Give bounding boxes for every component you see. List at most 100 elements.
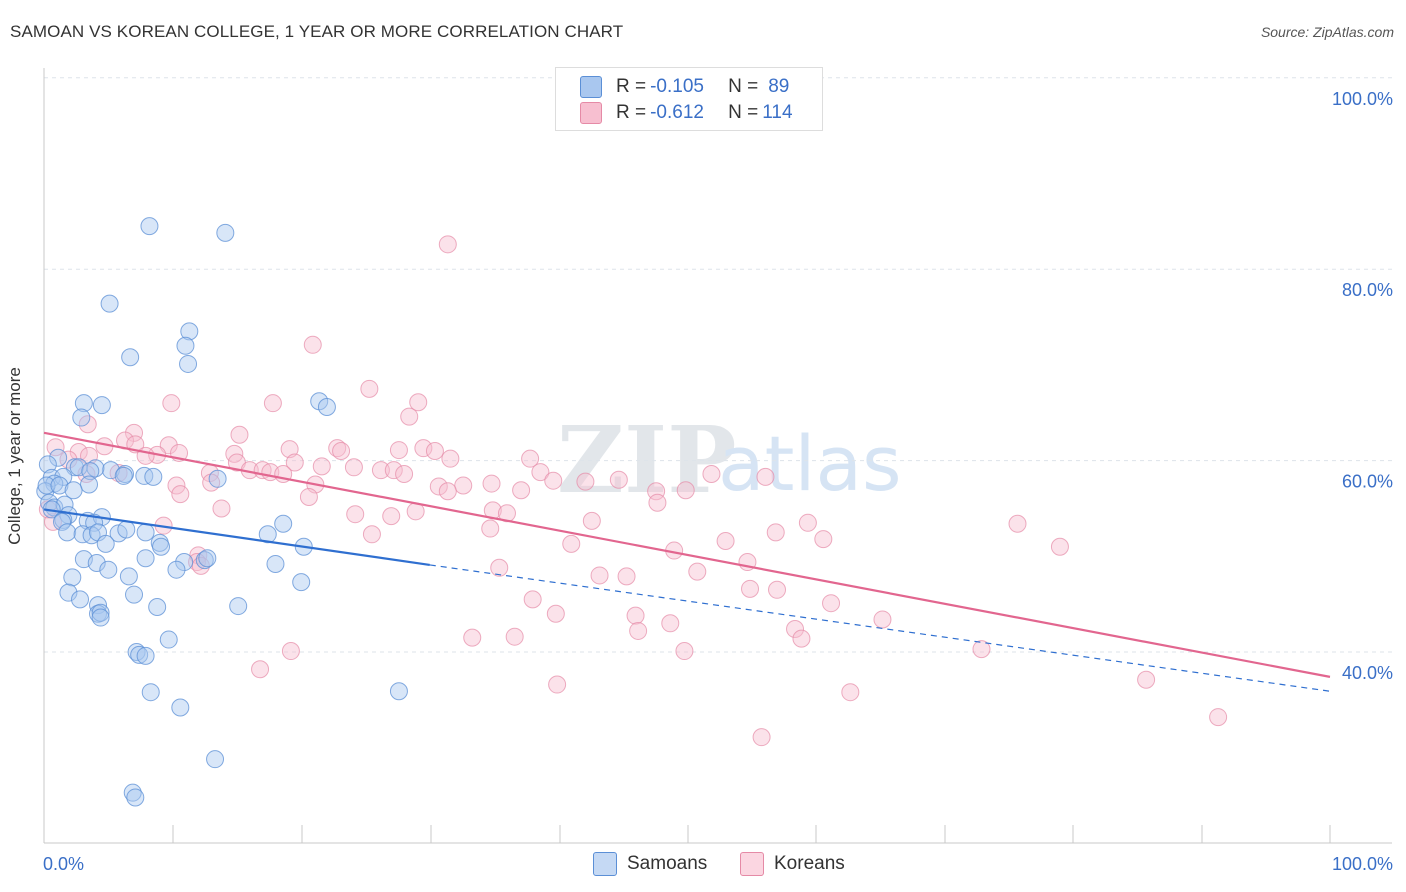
- korean-trend-line: [43, 431, 1331, 678]
- korean-point: [792, 629, 811, 648]
- koreans-label: Koreans: [774, 853, 845, 874]
- korean-point: [395, 464, 414, 483]
- korean-point: [303, 335, 322, 354]
- samoan-point: [229, 597, 248, 616]
- korean-point: [409, 393, 428, 412]
- samoan-point: [54, 467, 73, 486]
- korean-point: [626, 606, 645, 625]
- korean-point: [676, 481, 695, 500]
- legend-row-koreans: R = -0.612 N = 114: [580, 101, 793, 125]
- korean-point: [425, 442, 444, 461]
- samoan-point: [180, 322, 199, 341]
- korean-point: [167, 476, 186, 495]
- samoan-point: [206, 750, 225, 769]
- korean-point: [648, 493, 667, 512]
- korean-point: [544, 471, 563, 490]
- samoan-point: [71, 590, 90, 609]
- korean-point: [752, 728, 771, 747]
- samoan-point: [114, 466, 133, 485]
- samoan-point: [127, 643, 146, 661]
- samoan-point: [119, 567, 138, 586]
- korean-point: [841, 683, 860, 702]
- samoan-trend-extension: [429, 564, 1331, 692]
- samoans-label: Samoans: [627, 853, 708, 874]
- samoan-point: [274, 514, 293, 533]
- samoan-point: [72, 408, 91, 427]
- samoan-point: [50, 476, 69, 495]
- series-legend: Samoans Koreans: [0, 852, 1406, 878]
- legend-item-koreans: Koreans: [740, 852, 845, 876]
- samoan-point: [179, 354, 198, 373]
- korean-point: [609, 470, 628, 489]
- korean-point: [438, 482, 457, 501]
- korean-point: [332, 442, 351, 461]
- samoan-point: [130, 645, 149, 664]
- korean-point: [582, 511, 601, 530]
- x-tick-label: 0.0%: [43, 854, 84, 874]
- korean-point: [263, 394, 282, 413]
- korean-point: [136, 446, 155, 465]
- samoan-point: [292, 573, 311, 592]
- korean-point: [786, 620, 805, 639]
- r-label: R =: [616, 102, 647, 123]
- y-tick-label: 40.0%: [1342, 663, 1393, 683]
- korean-point: [768, 580, 787, 599]
- r-label: R =: [616, 76, 647, 97]
- samoan-point: [81, 462, 100, 481]
- samoan-point: [58, 523, 77, 542]
- korean-point: [441, 449, 460, 468]
- samoan-point: [152, 537, 171, 556]
- korean-point: [647, 482, 666, 501]
- korean-point: [972, 640, 991, 659]
- korean-point: [312, 457, 331, 476]
- samoan-point: [117, 520, 136, 539]
- korean-point: [281, 642, 300, 661]
- koreans-swatch: [740, 852, 764, 876]
- chart-title: SAMOAN VS KOREAN COLLEGE, 1 YEAR OR MORE…: [10, 22, 624, 41]
- samoan-point: [136, 549, 155, 568]
- korean-point: [362, 525, 381, 544]
- watermark-zip: ZIP: [557, 406, 736, 514]
- korean-point: [463, 628, 482, 647]
- samoan-point: [198, 549, 217, 568]
- samoan-point: [73, 525, 92, 544]
- samoan-point: [86, 459, 105, 478]
- korean-point: [576, 472, 595, 491]
- samoan-point: [317, 398, 336, 417]
- n-label: N =: [728, 76, 759, 97]
- samoan-point: [135, 466, 154, 485]
- korean-point: [716, 531, 735, 550]
- korean-point: [523, 590, 542, 609]
- legend-row-samoans: R = -0.105 N = 89: [580, 75, 789, 99]
- korean-point: [429, 477, 448, 496]
- n-value: 114: [762, 102, 793, 123]
- korean-point: [414, 439, 433, 458]
- samoan-point: [208, 469, 227, 488]
- samoan-point: [125, 585, 144, 604]
- samoan-point: [37, 476, 56, 495]
- n-value: 89: [768, 76, 790, 97]
- korean-point: [546, 604, 565, 623]
- samoan-point: [65, 458, 84, 477]
- korean-point: [360, 379, 379, 398]
- korean-point: [661, 614, 680, 633]
- korean-point: [629, 621, 648, 640]
- samoan-point: [91, 603, 110, 622]
- samoan-point: [140, 217, 159, 236]
- samoan-point: [258, 525, 277, 544]
- samoan-trend-line: [43, 508, 430, 567]
- korean-point: [617, 567, 636, 586]
- samoan-point: [148, 598, 167, 617]
- korean-point: [688, 562, 707, 581]
- korean-point: [741, 579, 760, 598]
- korean-point: [1050, 537, 1069, 556]
- korean-point: [346, 505, 365, 524]
- korean-point: [159, 436, 178, 455]
- samoan-point: [38, 455, 57, 474]
- samoans-swatch: [593, 852, 617, 876]
- korean-point: [212, 499, 231, 518]
- korean-point: [590, 566, 609, 585]
- korean-point: [766, 523, 785, 542]
- korean-point: [230, 425, 249, 444]
